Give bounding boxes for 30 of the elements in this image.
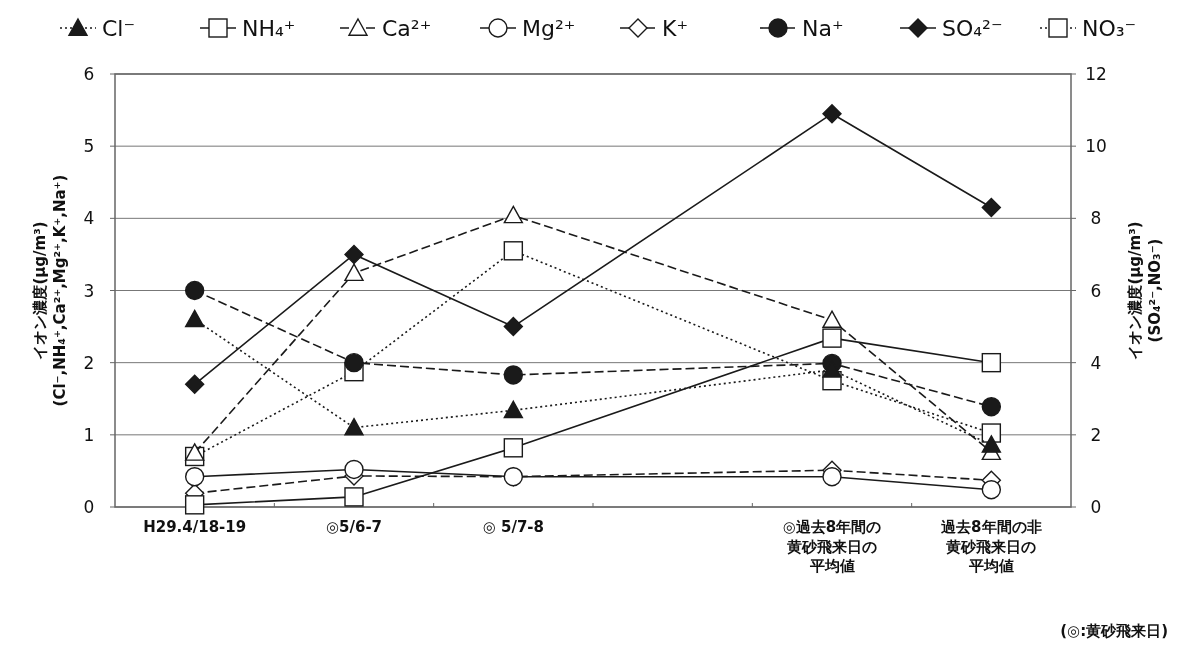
legend-label: NH₄⁺ [242,16,296,41]
y2-tick-label: 10 [1085,136,1107,157]
y-tick-label: 2 [83,352,95,373]
y-tick-label: 5 [83,136,95,157]
legend-label: Mg²⁺ [522,16,576,41]
y-tick-label: 6 [83,64,95,84]
y-tick-label: 4 [83,208,95,229]
y2-tick-label: 4 [1090,352,1102,373]
y2-tick-label: 2 [1090,424,1102,445]
legend-label: K⁺ [662,16,689,41]
y2-axis-title: イオン濃度(μg/m³) (SO₄²⁻,NO₃⁻) [1126,221,1164,360]
text: (◎:黄砂飛来日) [1060,622,1168,640]
y-tick-label: 3 [83,280,95,301]
legend-label: Cl⁻ [102,16,136,41]
x-tick-label: ◎ 5/7-8 [482,518,544,536]
legend-label: SO₄²⁻ [942,16,1003,41]
legend-label: Na⁺ [802,16,844,41]
x-tick-label: H29.4/18-19 [143,518,247,536]
y-tick-label: 1 [83,424,95,445]
y-tick-label: 0 [83,497,95,517]
y2-tick-label: 6 [1090,280,1102,301]
y2-tick-label: 0 [1090,497,1102,517]
legend-label: Ca²⁺ [382,16,432,41]
legend-label: NO₃⁻ [1082,16,1137,41]
y2-tick-label: 12 [1085,64,1107,84]
x-tick-label: 過去8年間の非黄砂飛来日の平均値 [940,518,1042,575]
y-axis-title: イオン濃度(μg/m³) (Cl⁻,NH₄⁺,Ca²⁺,Mg²⁺,K⁺,Na⁺) [31,174,69,407]
y2-tick-label: 8 [1090,208,1102,229]
x-tick-label: ◎5/6-7 [325,518,383,536]
x-tick-label: ◎過去8年間の黄砂飛来日の平均値 [782,518,882,575]
